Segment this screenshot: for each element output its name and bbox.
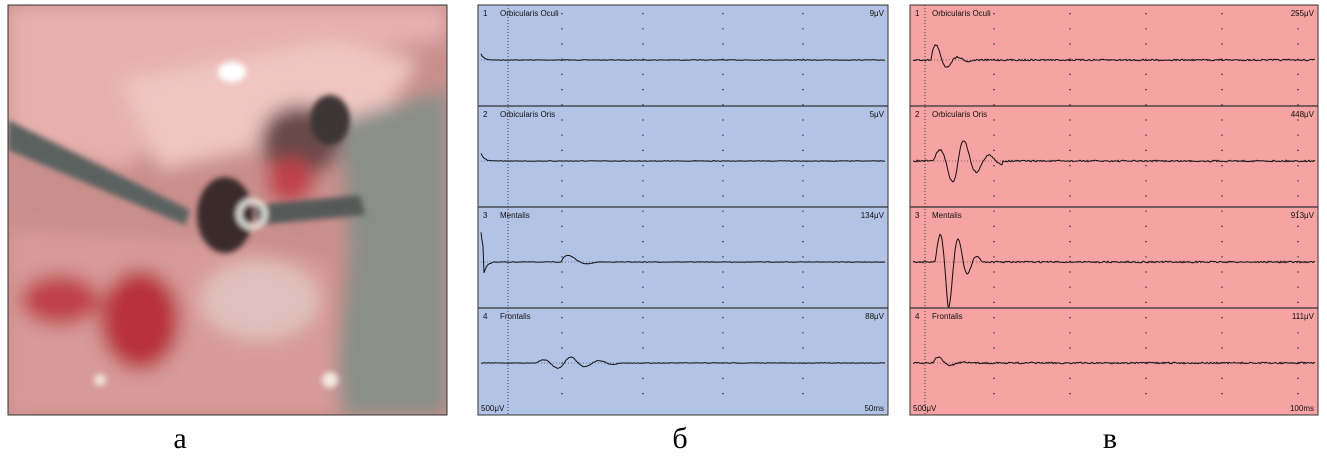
channel-number: 1 bbox=[483, 9, 488, 18]
channel-amplitude: 913μV bbox=[1291, 211, 1315, 220]
scale-label: 500μV bbox=[481, 404, 505, 413]
emg-panel: 1 Orbicularis Oculi 255μV 2 Orbicularis Oris… bbox=[910, 5, 1318, 415]
channel-name: Frontalis bbox=[932, 312, 963, 321]
channel-name: Orbicularis Oris bbox=[932, 110, 987, 119]
channel-name: Orbicularis Oris bbox=[500, 110, 555, 119]
photo bbox=[8, 5, 447, 415]
channel-number: 4 bbox=[483, 312, 488, 321]
channel-name: Orbicularis Oculi bbox=[932, 9, 991, 18]
channel-number: 2 bbox=[483, 110, 488, 119]
channel-amplitude: 88μV bbox=[865, 312, 885, 321]
channel-amplitude: 448μV bbox=[1291, 110, 1315, 119]
time-label: 50ms bbox=[864, 404, 884, 413]
channel-number: 3 bbox=[483, 211, 488, 220]
channel-name: Mentalis bbox=[500, 211, 530, 220]
panel-label: а bbox=[173, 422, 186, 455]
panel-label: в bbox=[1103, 422, 1117, 455]
figure: 1 Orbicularis Oculi 9μV 2 Orbicularis Oris 5μ… bbox=[0, 0, 1327, 462]
channel-name: Frontalis bbox=[500, 312, 531, 321]
channel-amplitude: 255μV bbox=[1291, 9, 1315, 18]
channel-number: 2 bbox=[915, 110, 920, 119]
panel-background bbox=[478, 5, 888, 415]
channel-name: Orbicularis Oculi bbox=[500, 9, 559, 18]
channel-amplitude: 111μV bbox=[1292, 312, 1315, 321]
channel-number: 1 bbox=[915, 9, 920, 18]
channel-number: 3 bbox=[915, 211, 920, 220]
scale-label: 500μV bbox=[913, 404, 937, 413]
channel-number: 4 bbox=[915, 312, 920, 321]
panel-label: б bbox=[672, 422, 687, 455]
panel-background bbox=[910, 5, 1318, 415]
channel-amplitude: 9μV bbox=[870, 9, 885, 18]
channel-amplitude: 5μV bbox=[870, 110, 885, 119]
channel-amplitude: 134μV bbox=[861, 211, 885, 220]
emg-panel: 1 Orbicularis Oculi 9μV 2 Orbicularis Oris 5μ… bbox=[478, 5, 888, 415]
time-label: 100ms bbox=[1290, 404, 1314, 413]
channel-name: Mentalis bbox=[932, 211, 962, 220]
